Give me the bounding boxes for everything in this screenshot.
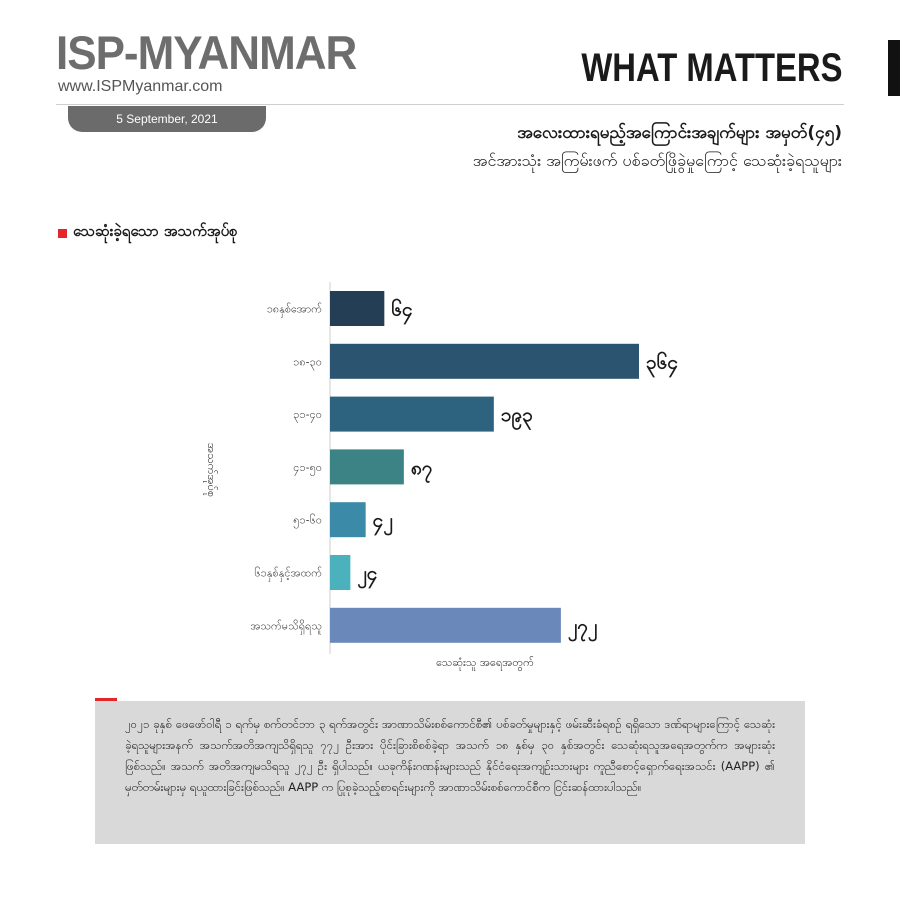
category-label-4: ၅၁-၆၀: [293, 514, 322, 529]
bar-2: [330, 396, 494, 432]
side-tab-decoration: [888, 40, 900, 96]
bar-0: [330, 291, 385, 326]
bar-1: [330, 343, 639, 379]
category-label-0: ၁၈နှစ်အောက်: [267, 303, 323, 318]
bar-5: [330, 555, 351, 590]
legend-marker: [58, 229, 67, 238]
note-text: ၂၀၂၁ ခုနှစ် ဖေဖော်ဝါရီ ၁ ရက်မှ စက်တင်ဘာ …: [125, 717, 775, 794]
note-accent-bar: [95, 698, 117, 701]
bar-6: [330, 607, 561, 643]
category-label-3: ၄၁-၅၀: [293, 461, 322, 476]
bar-3: [330, 449, 404, 485]
value-label-3: ၈၇: [411, 457, 433, 484]
bar-4: [330, 502, 366, 538]
value-label-4: ၄၂: [373, 510, 393, 537]
category-label-5: ၆၁နှစ်နှင့်အထက်: [254, 567, 322, 582]
value-label-6: ၂၇၂: [568, 615, 597, 642]
x-axis-title: သေဆုံးသူ အရေအတွက်: [436, 656, 534, 671]
value-label-0: ၆၄: [391, 297, 412, 326]
note-box: ၂၀၂၁ ခုနှစ် ဖေဖော်ဝါရီ ၁ ရက်မှ စက်တင်ဘာ …: [95, 701, 805, 844]
subheadline: အင်အားသုံး အကြမ်းဖက် ပစ်ခတ်ဖြိုခွဲမှုကြေ…: [472, 151, 842, 170]
section-title: WHAT MATTERS: [580, 46, 842, 90]
website-link[interactable]: www.ISPMyanmar.com: [58, 78, 223, 95]
brand-logo: ISP-MYANMAR: [56, 26, 357, 80]
category-label-1: ၁၈-၃၀: [293, 355, 322, 370]
value-label-2: ၁၉၃: [501, 404, 533, 431]
y-axis-title: အသက်အုပ်စု: [203, 443, 218, 497]
header-divider: [56, 104, 844, 105]
value-label-1: ၃၆၄: [646, 349, 678, 378]
category-label-2: ၃၁-၄၀: [293, 408, 322, 423]
headline: အလေးထားရမည့်အကြောင်းအချက်များ အမှတ်(၄၅): [517, 123, 842, 143]
category-label-6: အသက်မသိရှိရသူ: [250, 619, 322, 634]
value-label-5: ၂၄: [357, 563, 377, 590]
date-badge: 5 September, 2021: [68, 106, 266, 132]
legend-label: သေဆုံးခဲ့ရသော အသက်အုပ်စု: [73, 222, 238, 240]
